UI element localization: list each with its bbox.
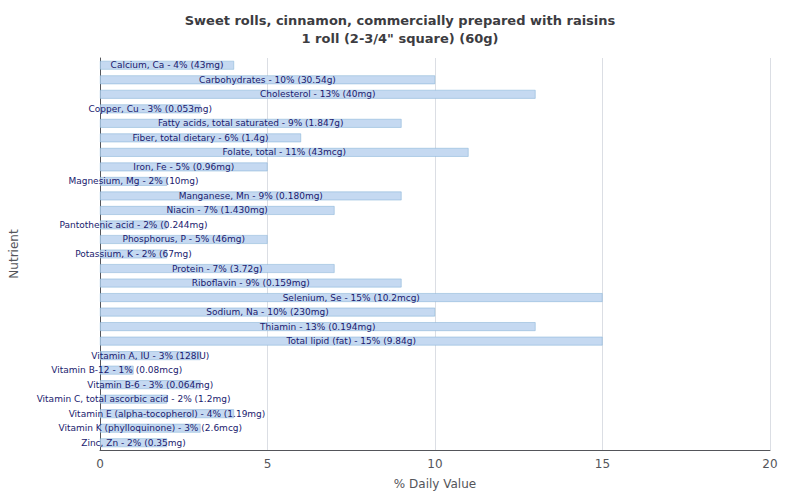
svg-text:5: 5 [264, 457, 272, 471]
svg-text:Vitamin C, total ascorbic acid: Vitamin C, total ascorbic acid - 2% (1.2… [37, 394, 231, 404]
svg-text:Potassium, K - 2% (67mg): Potassium, K - 2% (67mg) [75, 249, 192, 259]
svg-text:% Daily Value: % Daily Value [394, 477, 476, 491]
svg-text:Vitamin K (phylloquinone) - 3%: Vitamin K (phylloquinone) - 3% (2.6mcg) [58, 423, 242, 433]
svg-text:Niacin - 7% (1.430mg): Niacin - 7% (1.430mg) [167, 205, 268, 215]
svg-text:Fiber, total dietary - 6% (1.4: Fiber, total dietary - 6% (1.4g) [132, 133, 268, 143]
svg-text:Sodium, Na - 10% (230mg): Sodium, Na - 10% (230mg) [206, 307, 328, 317]
svg-text:Magnesium, Mg - 2% (10mg): Magnesium, Mg - 2% (10mg) [68, 176, 198, 186]
svg-text:Selenium, Se - 15% (10.2mcg): Selenium, Se - 15% (10.2mcg) [283, 293, 420, 303]
svg-text:Total lipid (fat) - 15% (9.84g: Total lipid (fat) - 15% (9.84g) [285, 336, 416, 346]
svg-text:Cholesterol - 13% (40mg): Cholesterol - 13% (40mg) [260, 89, 376, 99]
svg-text:15: 15 [595, 457, 610, 471]
svg-text:20: 20 [762, 457, 777, 471]
svg-text:Fatty acids, total saturated -: Fatty acids, total saturated - 9% (1.847… [158, 118, 344, 128]
svg-text:Folate, total - 11% (43mcg): Folate, total - 11% (43mcg) [223, 147, 346, 157]
svg-text:1 roll (2-3/4" square) (60g): 1 roll (2-3/4" square) (60g) [302, 31, 499, 46]
svg-text:Vitamin B-6 - 3% (0.064mg): Vitamin B-6 - 3% (0.064mg) [87, 380, 213, 390]
svg-text:Phosphorus, P - 5% (46mg): Phosphorus, P - 5% (46mg) [122, 234, 245, 244]
svg-text:Zinc, Zn - 2% (0.35mg): Zinc, Zn - 2% (0.35mg) [81, 438, 186, 448]
svg-text:Calcium, Ca - 4% (43mg): Calcium, Ca - 4% (43mg) [111, 60, 224, 70]
svg-text:Vitamin B-12 - 1% (0.08mcg): Vitamin B-12 - 1% (0.08mcg) [51, 365, 182, 375]
svg-text:Pantothenic acid - 2% (0.244mg: Pantothenic acid - 2% (0.244mg) [59, 220, 207, 230]
svg-text:Nutrient: Nutrient [7, 229, 21, 279]
svg-text:10: 10 [427, 457, 442, 471]
svg-text:Riboflavin - 9% (0.159mg): Riboflavin - 9% (0.159mg) [192, 278, 310, 288]
svg-text:Copper, Cu - 3% (0.053mg): Copper, Cu - 3% (0.053mg) [88, 104, 212, 114]
svg-text:Manganese, Mn - 9% (0.180mg): Manganese, Mn - 9% (0.180mg) [179, 191, 323, 201]
svg-text:Protein - 7% (3.72g): Protein - 7% (3.72g) [172, 264, 262, 274]
svg-text:Vitamin A, IU - 3% (128IU): Vitamin A, IU - 3% (128IU) [91, 351, 209, 361]
svg-text:Vitamin E (alpha-tocopherol) -: Vitamin E (alpha-tocopherol) - 4% (1.19m… [69, 409, 266, 419]
svg-text:Thiamin - 13% (0.194mg): Thiamin - 13% (0.194mg) [259, 322, 375, 332]
svg-text:Carbohydrates - 10% (30.54g): Carbohydrates - 10% (30.54g) [199, 75, 336, 85]
svg-text:0: 0 [96, 457, 104, 471]
svg-text:Iron, Fe - 5% (0.96mg): Iron, Fe - 5% (0.96mg) [133, 162, 234, 172]
svg-text:Sweet rolls, cinnamon, commerc: Sweet rolls, cinnamon, commercially prep… [185, 13, 616, 28]
